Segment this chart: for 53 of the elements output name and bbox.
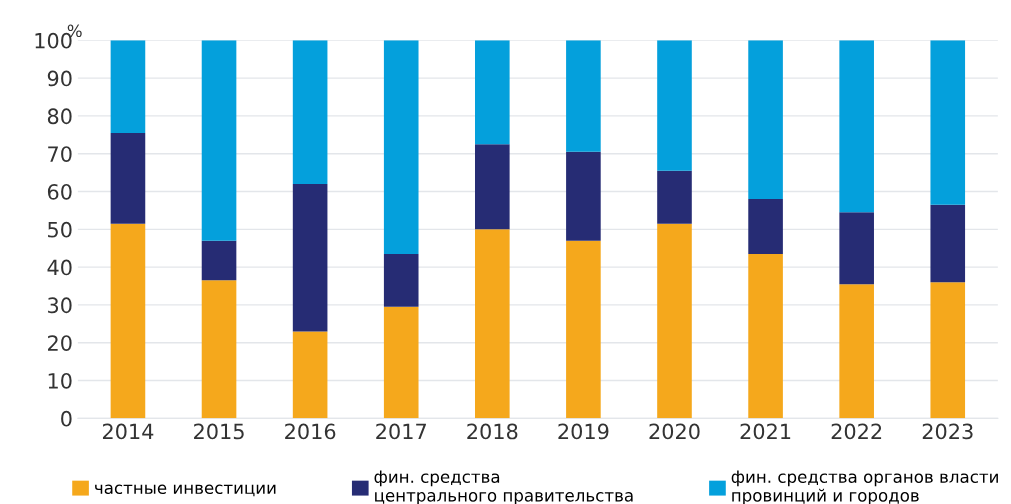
y-tick-label: 20 bbox=[48, 335, 72, 351]
x-tick-label: 2022 bbox=[831, 423, 882, 440]
y-tick-label: 90 bbox=[47, 70, 72, 87]
bar bbox=[110, 132, 146, 224]
y-tick-label: 40 bbox=[47, 259, 72, 276]
bar bbox=[110, 40, 146, 133]
bar bbox=[201, 240, 237, 281]
bar bbox=[748, 40, 783, 200]
bar bbox=[930, 282, 966, 419]
y-tick-label: 80 bbox=[47, 108, 72, 125]
bar bbox=[292, 183, 328, 332]
bar bbox=[748, 253, 783, 419]
y-tick-label: 30 bbox=[48, 297, 72, 314]
x-tick-label: 2021 bbox=[740, 423, 791, 440]
x-tick-label: 2017 bbox=[376, 423, 426, 440]
bar bbox=[930, 204, 966, 283]
bar bbox=[748, 199, 783, 254]
y-tick-label: 10 bbox=[48, 372, 72, 389]
bar bbox=[475, 229, 510, 419]
x-tick-label: 2014 bbox=[102, 423, 154, 440]
x-tick-label: 2016 bbox=[285, 423, 336, 440]
bar bbox=[383, 253, 419, 307]
bar bbox=[201, 40, 237, 241]
bar bbox=[839, 40, 874, 213]
legend-label: частные инвестиции bbox=[95, 484, 276, 497]
y-tick-label: 50 bbox=[48, 221, 72, 238]
bar bbox=[475, 40, 510, 145]
legend-label: фин. средства центрального правительства bbox=[374, 470, 633, 504]
bar bbox=[839, 212, 874, 285]
bar bbox=[475, 144, 510, 230]
y-tick-label: 70 bbox=[48, 146, 72, 162]
bar bbox=[201, 280, 237, 419]
bar bbox=[566, 151, 601, 241]
x-tick-label: 2015 bbox=[194, 423, 244, 440]
bar bbox=[566, 40, 601, 152]
x-tick-label: 2023 bbox=[922, 423, 973, 440]
bar bbox=[839, 284, 874, 419]
y-tick-label: 0 bbox=[61, 410, 72, 427]
x-tick-label: 2019 bbox=[558, 423, 609, 440]
bar bbox=[292, 331, 328, 419]
bar bbox=[292, 40, 328, 184]
bar bbox=[566, 240, 601, 419]
x-tick-label: 2020 bbox=[649, 423, 700, 440]
bar bbox=[383, 40, 419, 254]
bar bbox=[110, 223, 146, 419]
bar bbox=[930, 40, 966, 205]
bar bbox=[657, 170, 692, 224]
y-tick-label: 60 bbox=[47, 183, 72, 200]
bar bbox=[657, 40, 692, 171]
legend-label: фин. средства органов власти провинций и городов bbox=[731, 470, 998, 504]
x-tick-label: 2018 bbox=[467, 423, 518, 440]
bar bbox=[657, 223, 692, 419]
bar bbox=[383, 306, 419, 419]
